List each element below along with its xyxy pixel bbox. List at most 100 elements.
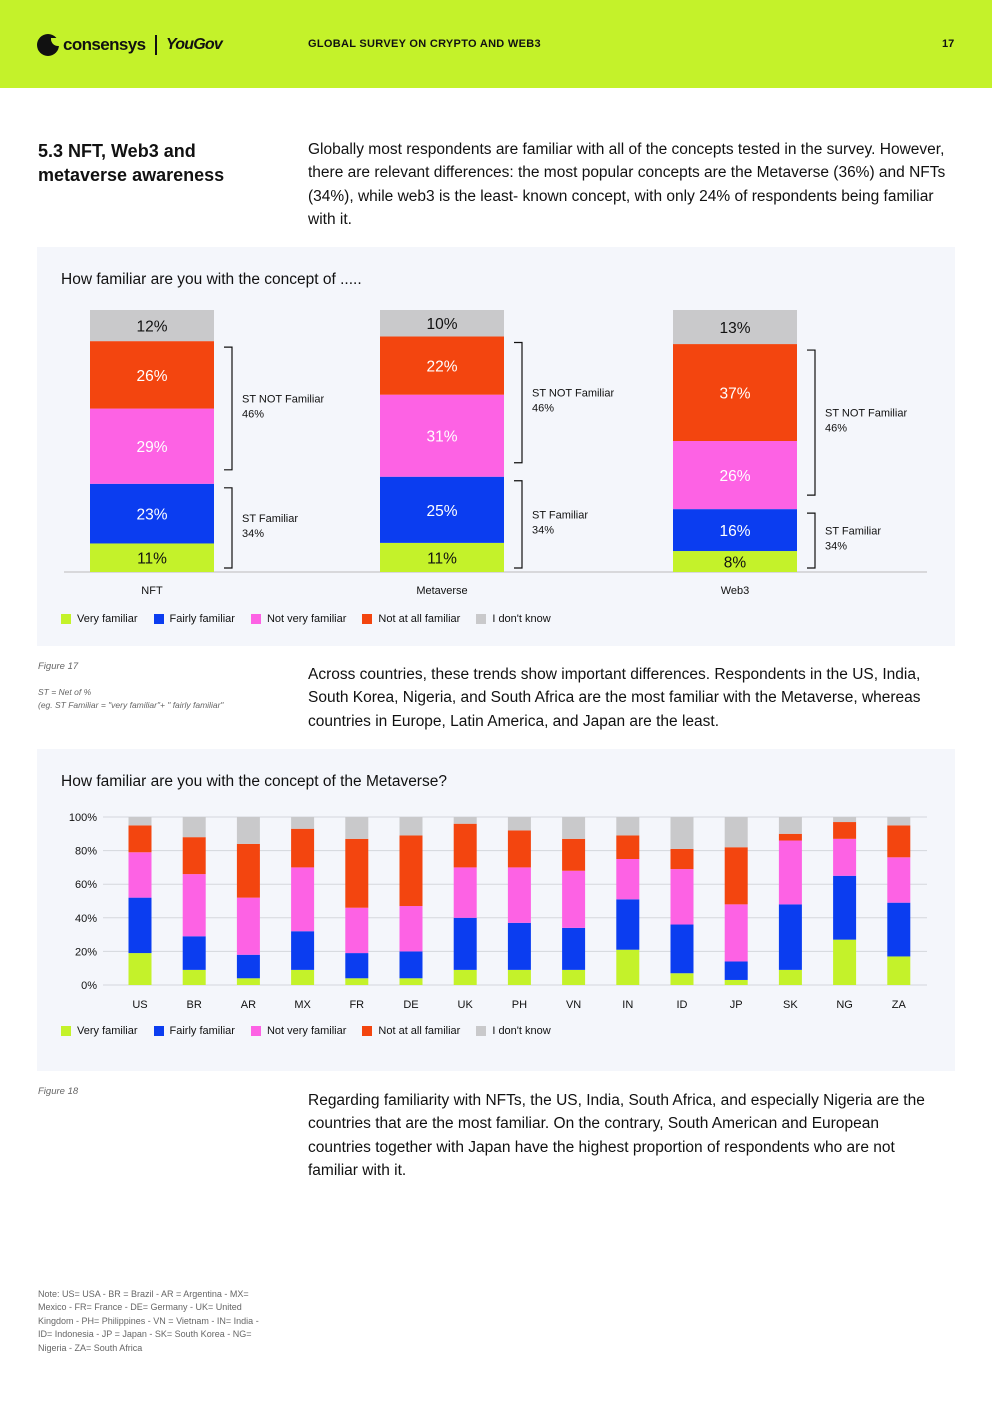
chart-legend: Very familiar Fairly familiar Not very f… [61, 1025, 567, 1037]
bar-segment-ph-5 [507, 817, 531, 831]
bar-segment-in-1 [616, 949, 640, 985]
concept-familiarity-chart: 11% 23% 29% 26% 12% NFT ST NOT Familiar 46% ST F… [64, 310, 927, 597]
bar-segment-ng-4 [833, 822, 857, 839]
bar-segment-vn-2 [562, 927, 586, 970]
st-not-familiar-bracket [514, 341, 523, 464]
bar-segment-za-1 [887, 956, 911, 985]
bar-segment-sk-1 [778, 969, 802, 985]
bar-segment-nft-2 [90, 483, 214, 544]
legend-swatch [362, 1026, 373, 1036]
legend-label: Very familiar [77, 1025, 138, 1037]
bar-segment-us-3 [128, 852, 152, 898]
annotation-label: ST Familiar [532, 509, 588, 521]
legend-swatch [476, 614, 487, 624]
annotation-label: ST Familiar [825, 526, 881, 538]
section-title: 5.3 NFT, Web3 and metaverse awareness [38, 141, 225, 185]
bar-segment-ar-2 [236, 954, 260, 979]
bar-segment-web3-4 [673, 344, 797, 441]
legend-label: Not at all familiar [378, 1025, 461, 1037]
bar-segment-sk-2 [778, 904, 802, 970]
x-tick-label: UK [458, 999, 474, 1011]
legend-dont-know: I don't know [476, 613, 551, 625]
category-label: Metaverse [416, 585, 467, 597]
bar-segment-jp-5 [724, 817, 748, 848]
intro-paragraph: Globally most respondents are familiar w… [308, 141, 946, 228]
bar-segment-nft-5 [90, 310, 214, 342]
logo-divider [155, 35, 157, 55]
bar-segment-nft-4 [90, 341, 214, 409]
legend-swatch [250, 1026, 261, 1036]
chart-legend: Very familiar Fairly familiar Not very f… [61, 613, 567, 625]
x-tick-label: AR [241, 999, 256, 1011]
bar-segment-fr-2 [345, 953, 369, 979]
page-header: consensys YouGov GLOBAL SURVEY ON CRYPTO… [0, 0, 992, 88]
bar-segment-sk-5 [778, 817, 802, 834]
bar-segment-metaverse-1 [380, 542, 504, 572]
bar-segment-mx-3 [291, 867, 315, 932]
bar-segment-za-5 [887, 817, 911, 826]
bar-segment-ph-3 [507, 867, 531, 923]
legend-label: I don't know [492, 1025, 551, 1037]
bar-segment-id-5 [670, 817, 694, 849]
legend-swatch [250, 614, 261, 624]
legend-fairly-familiar: Fairly familiar [153, 1025, 235, 1037]
x-tick-label: MX [294, 999, 311, 1011]
data-label: 22% [426, 359, 457, 376]
data-label: 13% [719, 320, 750, 337]
annotation-value: 34% [242, 528, 264, 540]
st-not-familiar-bracket [224, 346, 233, 471]
data-label: 8% [724, 555, 747, 572]
figure-17-chart-panel: How familiar are you with the concept of… [37, 247, 955, 646]
st-familiar-bracket [807, 512, 816, 569]
bar-segment-us-1 [128, 953, 152, 985]
bar-segment-id-1 [670, 973, 694, 985]
bar-segment-za-4 [887, 825, 911, 858]
bar-segment-in-5 [616, 817, 640, 836]
data-label: 31% [426, 429, 457, 446]
bar-segment-vn-3 [562, 870, 586, 928]
country-abbreviation-note: Note: US= USA - BR = Brazil - AR = Argen… [38, 1289, 259, 1353]
y-tick-label: 60% [75, 879, 97, 891]
brand-logos: consensys YouGov [37, 33, 223, 57]
y-tick-label: 100% [69, 812, 97, 824]
bar-segment-us-2 [128, 897, 152, 954]
legend-label: Not at all familiar [378, 613, 461, 625]
legend-swatch [476, 1026, 487, 1036]
legend-dont-know: I don't know [476, 1025, 551, 1037]
legend-swatch [61, 1026, 71, 1036]
st-note-line-1: ST = Net of % [38, 687, 92, 697]
legend-not-very-familiar: Not very familiar [250, 613, 347, 625]
bar-segment-ph-4 [507, 830, 531, 868]
bar-segment-uk-4 [453, 823, 477, 868]
bar-segment-mx-5 [291, 817, 315, 829]
annotation-label: ST NOT Familiar [242, 393, 324, 405]
legend-label: Not very familiar [266, 613, 347, 625]
legend-swatch [362, 614, 373, 624]
annotation-label: ST Familiar [242, 513, 298, 525]
legend-very-familiar: Very familiar [61, 613, 138, 625]
bar-segment-uk-3 [453, 867, 477, 918]
bar-segment-fr-1 [345, 978, 369, 985]
legend-label: Not very familiar [266, 1025, 347, 1037]
annotation-value: 34% [532, 524, 554, 536]
nft-paragraph: Regarding familiarity with NFTs, the US,… [308, 1092, 925, 1179]
page-number: 17 [942, 38, 955, 50]
bar-segment-br-1 [182, 969, 206, 985]
data-label: 26% [136, 368, 167, 385]
bar-segment-de-1 [399, 978, 423, 985]
st-definition-note: ST = Net of % (eg. ST Familiar = "very f… [38, 686, 278, 712]
bar-segment-id-4 [670, 848, 694, 870]
data-label: 11% [427, 550, 457, 567]
data-label: 10% [426, 316, 457, 333]
x-tick-label: JP [730, 999, 743, 1011]
bar-segment-uk-5 [453, 817, 477, 824]
y-tick-label: 20% [75, 946, 97, 958]
bar-segment-de-3 [399, 906, 423, 952]
y-tick-label: 0% [81, 980, 97, 992]
bar-segment-sk-3 [778, 840, 802, 905]
bar-segment-in-3 [616, 859, 640, 900]
bar-segment-mx-4 [291, 828, 315, 868]
bar-segment-ar-3 [236, 897, 260, 955]
bar-segment-fr-3 [345, 907, 369, 954]
bar-segment-mx-2 [291, 931, 315, 970]
